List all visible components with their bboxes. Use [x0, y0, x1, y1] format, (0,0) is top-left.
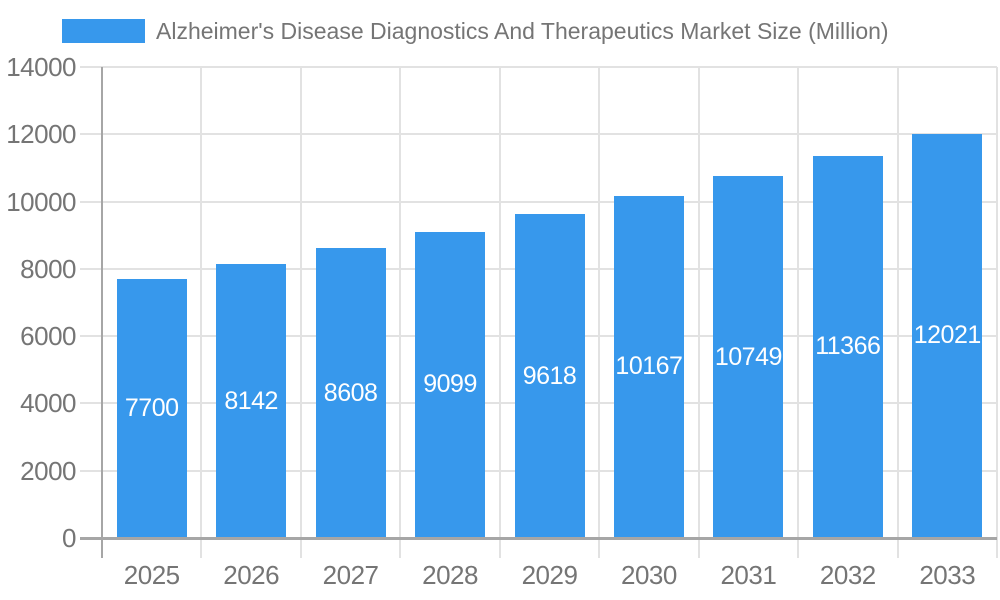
y-axis-tick-label-10000: 10000 [6, 186, 76, 217]
x-axis-line [80, 537, 997, 540]
x-axis-tick-label-2032: 2032 [819, 560, 876, 590]
y-gridline [80, 200, 997, 203]
bar-2030[interactable]: 10167 [613, 195, 684, 538]
x-axis-tick-label-2025: 2025 [123, 560, 180, 590]
x-axis-tick-label-2031: 2031 [720, 560, 777, 590]
bar-2029[interactable]: 9618 [514, 214, 585, 538]
bar-value-label-2025: 7700 [124, 393, 179, 422]
y-gridline [80, 133, 997, 136]
legend-label: Alzheimer's Disease Diagnostics And Ther… [156, 17, 889, 44]
bar-2027[interactable]: 8608 [315, 248, 386, 538]
legend-swatch-icon [62, 19, 145, 43]
y-axis-tick-label-2000: 2000 [20, 455, 76, 486]
x-gridline [498, 67, 501, 558]
x-axis-tick-label-2033: 2033 [919, 560, 976, 590]
bar-2031[interactable]: 10749 [713, 176, 784, 538]
bar-value-label-2029: 9618 [522, 361, 577, 390]
legend-item[interactable]: Alzheimer's Disease Diagnostics And Ther… [62, 17, 889, 45]
y-axis-tick-label-6000: 6000 [20, 321, 76, 352]
x-gridline [598, 67, 601, 558]
bar-value-label-2027: 8608 [323, 378, 378, 407]
y-axis-tick-label-4000: 4000 [20, 388, 76, 419]
y-axis-tick-label-14000: 14000 [6, 52, 76, 82]
x-gridline [797, 67, 800, 558]
x-gridline [697, 67, 700, 558]
x-gridline [299, 67, 302, 558]
x-axis-tick-label-2028: 2028 [422, 560, 478, 590]
bar-2026[interactable]: 8142 [216, 264, 287, 538]
x-axis-tick-label-2027: 2027 [322, 560, 379, 590]
y-gridline [80, 66, 997, 68]
bar-value-label-2033: 12021 [913, 321, 982, 350]
bar-2033[interactable]: 12021 [912, 133, 983, 538]
x-gridline [896, 67, 899, 558]
x-gridline [399, 67, 402, 558]
bar-value-label-2032: 11366 [815, 332, 881, 361]
bar-value-label-2026: 8142 [224, 386, 278, 415]
bar-2032[interactable]: 11366 [812, 155, 883, 538]
bar-value-label-2031: 10749 [714, 342, 783, 371]
y-axis-line [101, 67, 103, 558]
x-axis-tick-label-2030: 2030 [621, 560, 677, 590]
bar-value-label-2030: 10167 [615, 352, 683, 381]
x-axis-tick-label-2029: 2029 [521, 560, 578, 590]
x-gridline [200, 67, 203, 558]
y-axis-tick-label-0: 0 [62, 523, 76, 553]
bar-value-label-2028: 9099 [423, 370, 477, 399]
y-axis-tick-label-12000: 12000 [6, 119, 76, 150]
x-gridline [996, 67, 998, 558]
x-axis-tick-label-2026: 2026 [223, 560, 280, 590]
bar-2025[interactable]: 7700 [116, 278, 187, 538]
y-axis-tick-label-8000: 8000 [20, 253, 76, 284]
bar-2028[interactable]: 9099 [415, 231, 486, 538]
